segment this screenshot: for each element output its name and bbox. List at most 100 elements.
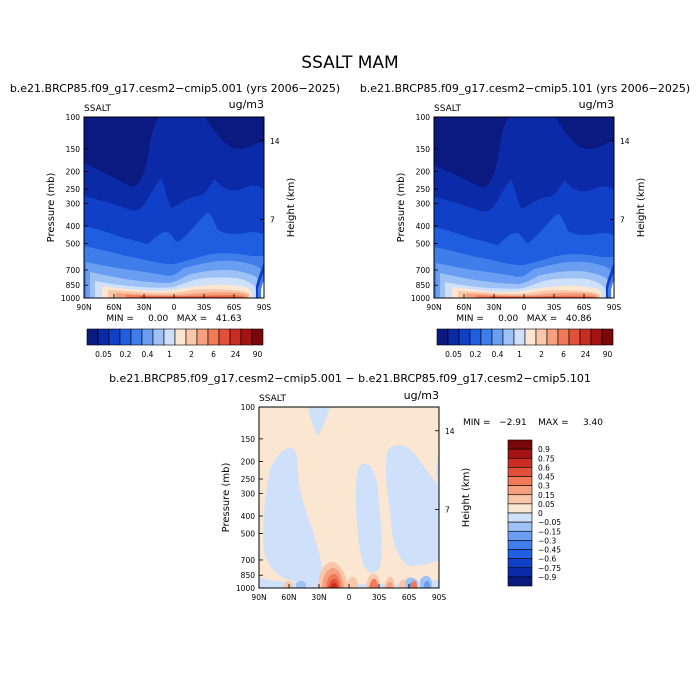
left-colorbar-box xyxy=(196,328,209,346)
right-y-tick-label: 200 xyxy=(416,167,431,176)
left-y-axis-title: Pressure (mb) xyxy=(46,173,57,243)
right-colorbar-label: 0.05 xyxy=(445,350,462,359)
right-x-tick-label: 60S xyxy=(577,303,592,312)
diff-axes: 90N 60N 30N 0 30S 60S 90S 100 150 200 250 300 400 500… xyxy=(221,403,472,602)
right-colorbar-box xyxy=(469,328,482,346)
diff-colorbar-label: −0.3 xyxy=(538,536,556,545)
left-x-tick-label: 60N xyxy=(106,303,121,312)
diff-y-tick-label: 850 xyxy=(241,571,256,580)
left-colorbar-box xyxy=(108,328,121,346)
right-colorbar-box xyxy=(535,328,548,346)
right-units: ug/m3 xyxy=(579,98,614,111)
left-axes: 90N 60N 30N 0 30S 60S 90S 100 150 200 250 300 400 500… xyxy=(46,113,297,312)
diff-colorbar-box xyxy=(507,448,533,459)
left-x-tick-label: 30N xyxy=(136,303,151,312)
right-colorbar-box xyxy=(502,328,515,346)
diff-colorbar-box xyxy=(507,549,533,559)
left-panel-title: b.e21.BRCP85.f09_g17.cesm2−cmip5.001 (yr… xyxy=(10,82,340,95)
left-colorbar-box xyxy=(152,328,165,346)
left-y-right-axis-title: Height (km) xyxy=(286,178,297,238)
left-var-label: SSALT xyxy=(84,104,112,114)
left-colorbar-label: 2 xyxy=(189,350,194,359)
diff-colorbar-box xyxy=(507,530,533,541)
left-colorbar-box xyxy=(130,328,143,346)
right-colorbar-box xyxy=(447,328,460,346)
left-colorbar-box xyxy=(207,328,220,346)
left-y-tick-label: 1000 xyxy=(61,294,80,303)
right-y-tick-label: 700 xyxy=(416,266,431,275)
left-colorbar-label: 0.4 xyxy=(142,350,154,359)
left-y-tick-label: 200 xyxy=(66,167,81,176)
diff-x-tick-label: 30S xyxy=(372,593,387,602)
diff-colorbar-label: 0.05 xyxy=(538,500,555,509)
right-colorbar-box xyxy=(513,328,526,346)
left-colorbar-box xyxy=(141,328,154,346)
left-y-right-tick-label: 14 xyxy=(270,137,280,146)
diff-colorbar-box xyxy=(507,540,533,550)
diff-units: ug/m3 xyxy=(404,389,439,402)
diff-colorbar-label: 0.45 xyxy=(538,473,555,482)
diff-y-right-tick-label: 14 xyxy=(445,427,455,436)
diff-y-tick-label: 250 xyxy=(241,475,256,484)
figure-title: SSALT MAM xyxy=(301,53,398,73)
diff-colorbar-label: 0.15 xyxy=(538,491,555,500)
left-y-tick-label: 500 xyxy=(66,240,81,249)
right-y-tick-label: 250 xyxy=(416,185,431,194)
left-colorbar-label: 0.05 xyxy=(95,350,112,359)
right-colorbar-box xyxy=(458,328,471,346)
diff-x-tick-label: 60N xyxy=(281,593,296,602)
right-colorbar-box xyxy=(546,328,559,346)
left-contour-field xyxy=(84,117,264,298)
diff-y-tick-label: 700 xyxy=(241,556,256,565)
diff-x-tick-label: 0 xyxy=(347,593,352,602)
right-y-tick-label: 150 xyxy=(416,145,431,154)
diff-contour-field xyxy=(259,407,439,588)
diff-colorbar-box xyxy=(507,521,533,532)
right-x-tick-label: 30N xyxy=(486,303,501,312)
left-colorbar-box xyxy=(185,328,198,346)
diff-colorbar-box xyxy=(507,512,533,523)
right-y-axis-title: Pressure (mb) xyxy=(396,173,407,243)
diff-y-tick-label: 200 xyxy=(241,457,256,466)
left-x-tick-label: 90N xyxy=(76,303,91,312)
right-y-tick-label: 300 xyxy=(416,199,431,208)
diff-x-tick-label: 60S xyxy=(402,593,417,602)
left-y-tick-label: 400 xyxy=(66,222,81,231)
left-colorbar-box xyxy=(174,328,187,346)
diff-y-tick-label: 400 xyxy=(241,512,256,521)
right-colorbar-label: 1 xyxy=(517,350,522,359)
right-y-tick-label: 500 xyxy=(416,240,431,249)
left-y-tick-label: 250 xyxy=(66,185,81,194)
left-colorbar-box xyxy=(119,328,132,346)
left-y-right-tick-label: 7 xyxy=(270,215,275,224)
diff-colorbar-box xyxy=(507,567,533,578)
right-colorbar-label: 2 xyxy=(539,350,544,359)
left-x-tick-label: 0 xyxy=(172,303,177,312)
diff-colorbar-label: 0.3 xyxy=(538,482,550,491)
diff-x-tick-label: 90N xyxy=(251,593,266,602)
right-colorbar-box xyxy=(524,328,537,346)
diff-var-label: SSALT xyxy=(259,394,287,404)
right-y-tick-label: 850 xyxy=(416,281,431,290)
diff-colorbar-label: −0.9 xyxy=(538,573,556,582)
right-colorbar-box xyxy=(436,328,449,346)
diff-colorbar-box xyxy=(507,494,533,505)
right-x-tick-label: 0 xyxy=(522,303,527,312)
right-colorbar-box xyxy=(480,328,493,346)
diff-y-axis-title: Pressure (mb) xyxy=(221,463,232,533)
right-colorbar-box xyxy=(590,328,603,346)
left-x-tick-label: 60S xyxy=(227,303,242,312)
left-y-tick-label: 850 xyxy=(66,281,81,290)
diff-y-tick-label: 500 xyxy=(241,530,256,539)
left-colorbar-box xyxy=(218,328,231,346)
right-x-tick-label: 30S xyxy=(547,303,562,312)
left-y-tick-label: 100 xyxy=(66,113,81,122)
right-colorbar-box xyxy=(491,328,504,346)
right-axes: 90N 60N 30N 0 30S 60S 90S 100 150 200 250 300 400 500… xyxy=(396,113,647,312)
diff-x-tick-label: 30N xyxy=(311,593,326,602)
left-colorbar-label: 6 xyxy=(211,350,216,359)
right-y-tick-label: 400 xyxy=(416,222,431,231)
diff-colorbar-box xyxy=(507,439,533,450)
right-colorbar-box xyxy=(601,328,614,346)
right-colorbar-label: 6 xyxy=(561,350,566,359)
